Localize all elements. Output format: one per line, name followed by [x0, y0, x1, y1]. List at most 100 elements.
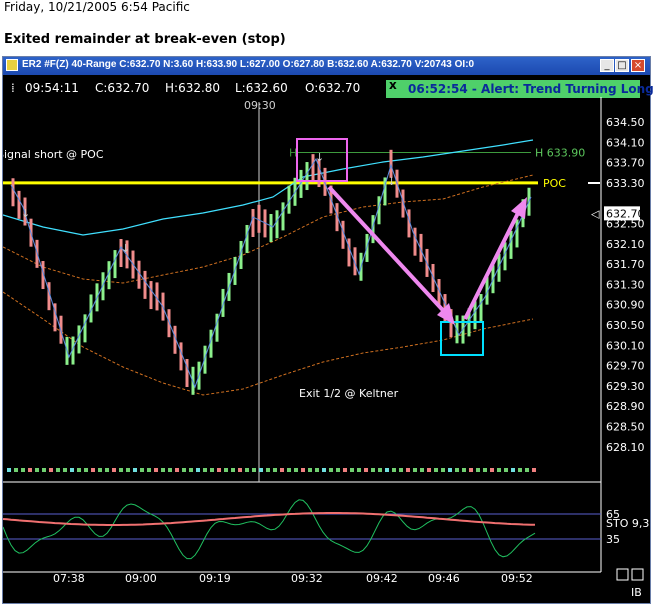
price-bar: [311, 154, 315, 183]
volume-dot: [273, 468, 277, 472]
volume-dot: [126, 468, 130, 472]
price-bar: [485, 276, 489, 305]
price-bar: [203, 345, 207, 374]
volume-dot: [56, 468, 60, 472]
price-bar: [101, 272, 105, 301]
alert-close-icon[interactable]: x: [389, 78, 397, 92]
time-tick-label: 09:32: [291, 572, 323, 585]
price-tick-label: 631.30: [606, 278, 645, 291]
ohlc-low: L:632.60: [235, 81, 288, 95]
headline: Exited remainder at break-even (stop): [4, 32, 286, 47]
volume-dot: [105, 468, 109, 472]
stochastic-line: [3, 499, 536, 560]
price-tick-label: 629.70: [606, 360, 645, 373]
price-bar: [209, 329, 213, 358]
volume-dot: [42, 468, 46, 472]
volume-dot: [98, 468, 102, 472]
volume-dot: [497, 468, 501, 472]
volume-dot: [434, 468, 438, 472]
price-bar: [119, 239, 123, 267]
price-bar: [407, 209, 411, 238]
ohlc-open: O:632.70: [305, 81, 361, 95]
price-tick-label: 634.50: [606, 116, 645, 129]
minimize-button[interactable]: _: [600, 59, 614, 72]
price-bar: [281, 202, 285, 231]
price-bar: [317, 159, 321, 188]
price-bar: [11, 178, 15, 207]
keltner-upper-band: [3, 139, 534, 236]
volume-dot: [182, 468, 186, 472]
time-tick-label: 09:19: [199, 572, 231, 585]
volume-dot: [21, 468, 25, 472]
volume-dot: [378, 468, 382, 472]
volume-dot: [140, 468, 144, 472]
long-arrowhead-icon: [511, 197, 527, 219]
time-tick-label: 09:52: [501, 572, 533, 585]
volume-dot: [119, 468, 123, 472]
price-bar: [245, 224, 249, 253]
price-bar: [347, 238, 351, 267]
ohlc-marker: ⁞: [11, 81, 15, 95]
price-bar: [497, 253, 501, 282]
keltner-lower-band: [3, 291, 534, 396]
signal-short-label: Signal short @ POC: [3, 148, 104, 161]
time-tick-label: 07:38: [53, 572, 85, 585]
corner-square-icon: [616, 568, 629, 581]
volume-dot: [308, 468, 312, 472]
long-arrow: [463, 206, 523, 320]
price-bar: [215, 313, 219, 342]
price-bar: [275, 210, 279, 239]
volume-dot: [518, 468, 522, 472]
chart-window-icon[interactable]: [6, 59, 18, 71]
chart-window[interactable]: ER2 #F(Z) 40-Range C:632.70 N:3.60 H:633…: [2, 56, 654, 604]
volume-dot: [315, 468, 319, 472]
maximize-button[interactable]: □: [615, 59, 629, 72]
volume-dot: [350, 468, 354, 472]
price-bar: [383, 177, 387, 206]
price-bar: [143, 270, 147, 299]
date-line: Friday, 10/21/2005 6:54 Pacific: [4, 0, 190, 14]
price-tick-label: 629.30: [606, 380, 645, 393]
osc-name: STO 9,3: [606, 517, 649, 530]
volume-dot: [189, 468, 193, 472]
volume-dot: [175, 468, 179, 472]
volume-dot: [161, 468, 165, 472]
volume-dot: [280, 468, 284, 472]
price-bar: [107, 261, 111, 290]
volume-dot: [532, 468, 536, 472]
price-chart[interactable]: 09:30 POC H H 633.90 ↓ ↓ ↓ ↓ Signal short @ PO…: [3, 57, 650, 603]
keltner-mid-band: [3, 174, 534, 284]
volume-dot: [245, 468, 249, 472]
alert-banner[interactable]: x 06:52:54 - Alert: Trend Turning Long: [385, 78, 654, 99]
price-bar: [335, 203, 339, 232]
volume-dot: [525, 468, 529, 472]
price-bar: [83, 314, 87, 343]
alert-text: 06:52:54 - Alert: Trend Turning Long: [408, 82, 654, 96]
volume-dot: [203, 468, 207, 472]
close-button[interactable]: ×: [631, 59, 645, 72]
price-bar: [239, 240, 243, 269]
volume-dot: [196, 468, 200, 472]
price-tick-label: 630.90: [606, 299, 645, 312]
volume-dot: [476, 468, 480, 472]
volume-dot: [385, 468, 389, 472]
volume-dot: [238, 468, 242, 472]
volume-dot: [483, 468, 487, 472]
price-tick-label: 632.10: [606, 238, 645, 251]
price-bar: [305, 162, 309, 191]
volume-dot: [399, 468, 403, 472]
price-bar: [371, 215, 375, 244]
volume-dot: [49, 468, 53, 472]
title-bar[interactable]: ER2 #F(Z) 40-Range C:632.70 N:3.60 H:633…: [3, 57, 650, 75]
price-bar: [401, 189, 405, 218]
volume-dot: [462, 468, 466, 472]
exit-box: [440, 321, 484, 356]
price-bar: [437, 279, 441, 308]
swing-arrow-icon: ↓: [21, 207, 30, 220]
price-bar: [41, 261, 45, 290]
price-bar: [113, 250, 117, 279]
volume-dot: [392, 468, 396, 472]
ohlc-close: C:632.70: [95, 81, 150, 95]
price-bar: [449, 309, 453, 338]
volume-dot: [35, 468, 39, 472]
